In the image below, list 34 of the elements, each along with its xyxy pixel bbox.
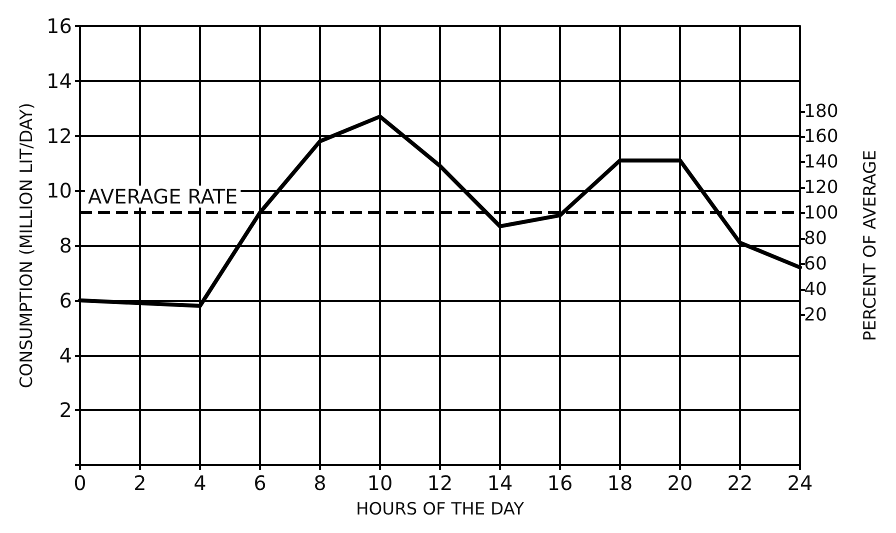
- y2-tick-label: 80: [804, 228, 827, 249]
- y2-axis-title: PERCENT OF AVERAGE: [860, 150, 880, 341]
- y2-tick-label: 40: [804, 278, 827, 300]
- y-tick-label: 4: [59, 343, 72, 368]
- x-tick-label: 2: [134, 471, 146, 495]
- y2-tick-label: 120: [804, 177, 838, 198]
- x-tick-label: 20: [667, 471, 693, 495]
- y2-tick-label: 60: [804, 253, 827, 274]
- x-tick-label: 14: [487, 471, 513, 495]
- x-tick-label: 24: [787, 471, 813, 495]
- y2-tick-label: 180: [804, 100, 838, 122]
- x-tick-label: 18: [607, 471, 633, 495]
- y-tick-label: 8: [59, 234, 72, 258]
- ref-line-label: AVERAGE RATE: [88, 184, 238, 209]
- y-tick-label: 10: [46, 178, 72, 203]
- x-tick-label: 6: [254, 471, 266, 495]
- y2-tick-label: 140: [804, 152, 838, 173]
- y-tick-label: 2: [59, 398, 72, 422]
- y-tick-label: 12: [46, 124, 72, 148]
- x-tick-label: 0: [74, 471, 86, 495]
- y-tick-label: 6: [59, 288, 72, 312]
- x-axis-title: HOURS OF THE DAY: [356, 500, 525, 520]
- x-tick-label: 22: [727, 471, 753, 495]
- y-tick-label: 16: [46, 14, 72, 38]
- x-tick-label: 8: [314, 471, 326, 495]
- x-tick-label: 16: [547, 471, 573, 495]
- x-tick-label: 12: [427, 471, 453, 495]
- y2-tick-label: 100: [804, 202, 838, 224]
- y-tick-label: 14: [46, 68, 72, 93]
- x-tick-label: 4: [194, 471, 206, 495]
- y2-tick-label: 160: [804, 126, 838, 148]
- y-axis-title: CONSUMPTION (MILLION LIT/DAY): [17, 102, 38, 388]
- y2-tick-label: 20: [804, 304, 827, 326]
- x-tick-label: 10: [367, 471, 393, 495]
